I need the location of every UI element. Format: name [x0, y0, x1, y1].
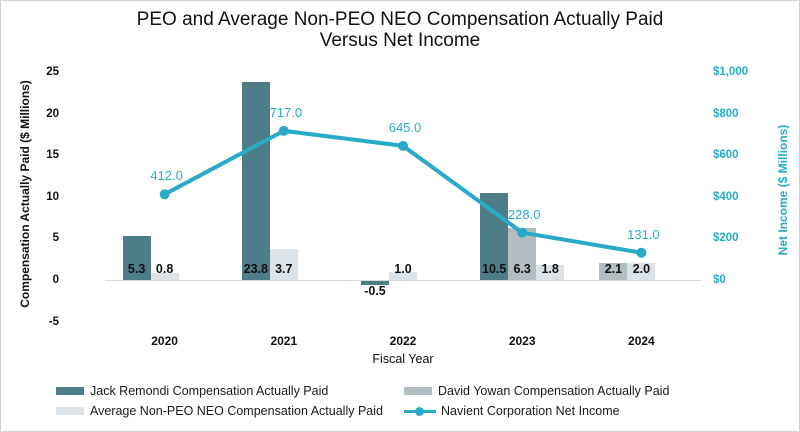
legend-item-net-income: Navient Corporation Net Income	[404, 403, 620, 419]
chart-title-line1: PEO and Average Non-PEO NEO Compensation…	[136, 9, 664, 30]
net-income-data-label: 717.0	[269, 104, 303, 120]
net-income-data-label: 412.0	[150, 168, 183, 184]
net-income-point	[278, 125, 289, 136]
net-income-data-label: 645.0	[388, 119, 422, 135]
bar-data-label: 0.8	[155, 262, 174, 276]
bar-2024	[599, 262, 628, 280]
bar-2023	[536, 265, 565, 280]
left-axis-tick: 5	[52, 232, 59, 245]
right-axis-tick: $600	[713, 149, 739, 162]
legend-item-david-yowan: David Yowan Compensation Actually Paid	[404, 383, 669, 399]
jack-remondi-swatch-icon	[56, 387, 84, 395]
bar-data-label: 3.7	[275, 262, 293, 276]
left-axis-tick: -5	[48, 315, 59, 328]
net-income-point	[636, 247, 647, 258]
x-axis-label-2023: 2023	[508, 334, 536, 348]
bar-data-label: 2.0	[632, 262, 651, 276]
right-axis-title: Net Income ($ Millions)	[776, 124, 790, 256]
x-axis-label-2024: 2024	[628, 334, 655, 348]
right-axis-tick: $400	[713, 190, 739, 203]
bar-2020	[150, 273, 179, 280]
bar-data-label: 23.8	[243, 262, 268, 276]
bar-2022	[389, 271, 417, 280]
net-income-data-label: 131.0	[627, 226, 660, 242]
bar-2022	[361, 281, 389, 286]
legend-item-jack-remondi: Jack Remondi Compensation Actually Paid	[56, 383, 328, 399]
legend-label-jack-remondi: Jack Remondi Compensation Actually Paid	[90, 384, 329, 398]
chart-title: PEO and Average Non-PEO NEO Compensation…	[1, 9, 799, 51]
bar-data-label: 1.0	[394, 262, 412, 276]
bar-data-label: 2.1	[604, 262, 623, 276]
bar-2020	[122, 235, 151, 280]
right-axis-tick: $0	[713, 274, 726, 286]
bar-data-label: 1.8	[541, 262, 559, 276]
net-income-point	[159, 189, 170, 200]
left-axis-tick: 10	[46, 190, 59, 203]
x-axis-label-2020: 2020	[151, 334, 178, 348]
net-income-line-swatch-icon	[404, 406, 436, 416]
left-axis-tick: 20	[46, 107, 59, 120]
net-income-point	[398, 140, 408, 151]
legend-item-avg-non-peo: Average Non-PEO NEO Compensation Actuall…	[56, 403, 383, 419]
legend-label-david-yowan: David Yowan Compensation Actually Paid	[438, 384, 670, 398]
chart-title-line2: Versus Net Income	[319, 30, 481, 51]
legend-label-net-income: Navient Corporation Net Income	[441, 404, 620, 418]
avg-non-peo-swatch-icon	[56, 407, 84, 415]
right-axis-tick: $200	[713, 232, 739, 245]
left-axis-tick: 25	[46, 66, 59, 78]
x-axis-title: Fiscal Year	[372, 352, 434, 366]
x-axis-label-2021: 2021	[270, 334, 298, 348]
bar-data-label: 5.3	[127, 262, 146, 276]
bar-data-label: 6.3	[513, 262, 531, 276]
left-axis-tick: 0	[52, 274, 59, 286]
x-axis-label-2022: 2022	[389, 334, 417, 348]
right-axis-tick: $800	[713, 107, 739, 120]
legend-label-avg-non-peo: Average Non-PEO NEO Compensation Actuall…	[90, 404, 383, 418]
zero-gridline	[105, 280, 701, 281]
david-yowan-swatch-icon	[404, 387, 432, 395]
left-axis-tick: 15	[46, 149, 59, 162]
net-income-data-label: 228.0	[507, 206, 541, 222]
bar-data-label: -0.5	[364, 284, 386, 298]
bar-2024	[627, 263, 656, 280]
bar-data-label: 10.5	[482, 262, 507, 276]
right-axis-tick: $1,000	[713, 66, 749, 78]
